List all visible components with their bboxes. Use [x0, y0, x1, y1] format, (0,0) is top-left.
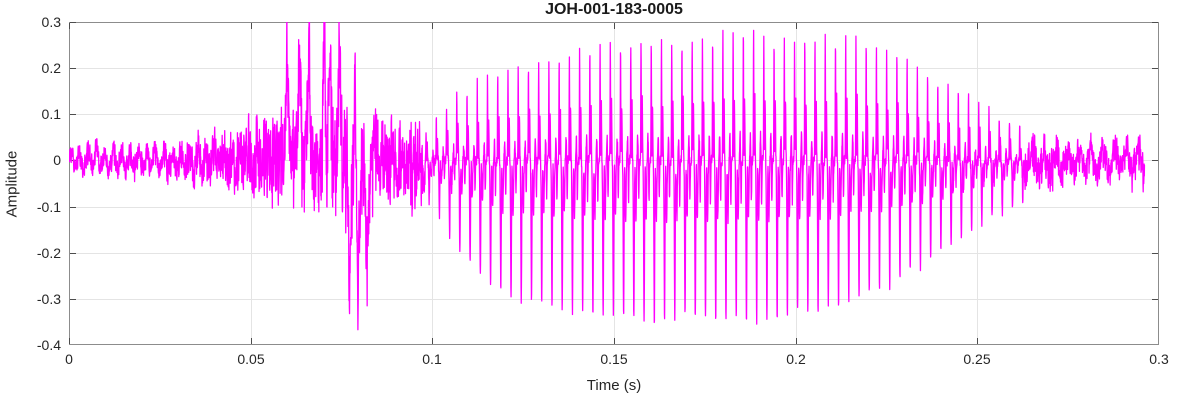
y-tick-label: -0.2	[36, 245, 61, 261]
plot-area	[69, 22, 1159, 345]
y-tick-label: 0.1	[41, 106, 61, 122]
x-tick-label: 0.15	[600, 351, 628, 367]
y-tick-label: -0.3	[36, 291, 61, 307]
y-tick-label: 0.2	[41, 60, 61, 76]
chart-title: JOH-001-183-0005	[545, 1, 683, 18]
x-tick-label: 0.2	[786, 351, 806, 367]
y-tick-label: -0.1	[36, 199, 61, 215]
waveform-canvas	[69, 22, 1159, 345]
y-tick-label: 0	[53, 152, 61, 168]
x-tick-label: 0.1	[422, 351, 442, 367]
x-tick-label: 0.3	[1149, 351, 1169, 367]
y-tick-label: 0.3	[41, 14, 61, 30]
x-tick-label: 0.25	[963, 351, 991, 367]
y-tick-label: -0.4	[36, 337, 61, 353]
x-tick-label: 0.05	[237, 351, 265, 367]
x-axis-label: Time (s)	[586, 377, 642, 394]
x-tick-label: 0	[65, 351, 73, 367]
